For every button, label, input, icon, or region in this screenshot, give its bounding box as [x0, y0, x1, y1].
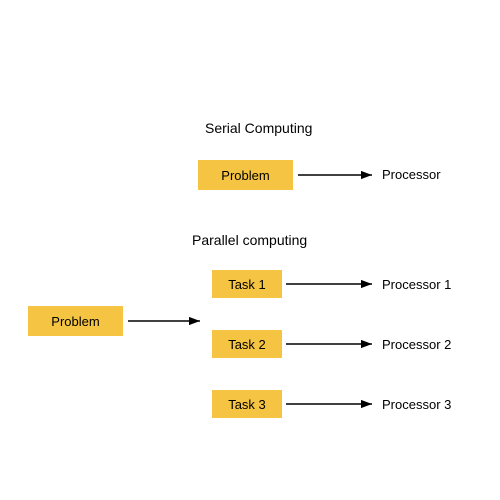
box-label-parallel_problem: Problem — [51, 314, 99, 329]
title-parallel_title: Parallel computing — [192, 232, 307, 248]
proc-label-proc2: Processor 2 — [382, 337, 451, 352]
proc-label-proc1: Processor 1 — [382, 277, 451, 292]
box-label-task3: Task 3 — [228, 397, 266, 412]
title-serial_title: Serial Computing — [205, 120, 312, 136]
box-task2: Task 2 — [212, 330, 282, 358]
box-task1: Task 1 — [212, 270, 282, 298]
box-task3: Task 3 — [212, 390, 282, 418]
arrows-layer — [0, 0, 500, 500]
box-parallel_problem: Problem — [28, 306, 123, 336]
box-label-task1: Task 1 — [228, 277, 266, 292]
box-label-task2: Task 2 — [228, 337, 266, 352]
box-label-serial_problem: Problem — [221, 168, 269, 183]
proc-label-proc3: Processor 3 — [382, 397, 451, 412]
box-serial_problem: Problem — [198, 160, 293, 190]
proc-label-proc: Processor — [382, 167, 441, 182]
